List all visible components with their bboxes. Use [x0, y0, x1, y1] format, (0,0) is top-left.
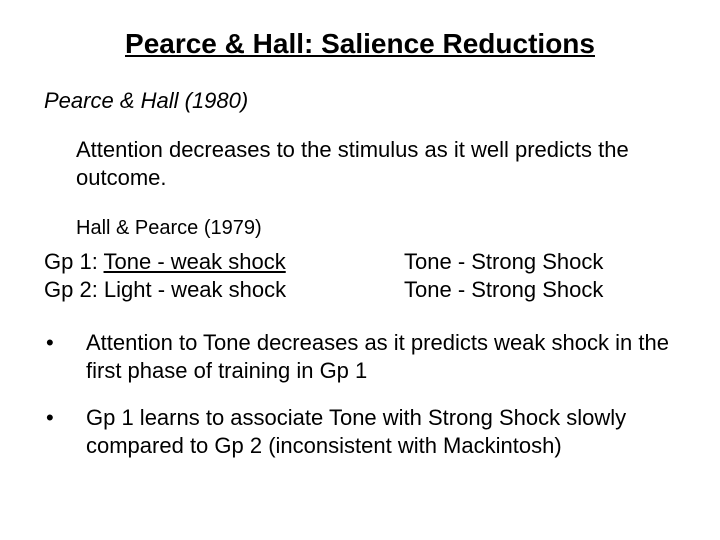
group1-label: Gp 1:: [44, 249, 104, 274]
body-paragraph: Attention decreases to the stimulus as i…: [76, 136, 660, 191]
sub-reference: Hall & Pearce (1979): [76, 217, 680, 240]
table-row: Gp 2: Light - weak shock Tone - Strong S…: [44, 276, 680, 304]
table-row: Gp 1: Tone - weak shock Tone - Strong Sh…: [44, 248, 680, 276]
bullet-icon: •: [46, 404, 54, 432]
group2-left: Gp 2: Light - weak shock: [44, 276, 404, 304]
bullet-icon: •: [46, 329, 54, 357]
group1-condition: Tone - weak shock: [104, 249, 286, 274]
bullet-text-1: Attention to Tone decreases as it predic…: [72, 329, 680, 384]
group2-label: Gp 2:: [44, 277, 104, 302]
group2-right: Tone - Strong Shock: [404, 276, 680, 304]
bullet-text-2: Gp 1 learns to associate Tone with Stron…: [72, 404, 680, 459]
list-item: • Gp 1 learns to associate Tone with Str…: [44, 404, 680, 459]
group2-condition: Light - weak shock: [104, 277, 286, 302]
list-item: • Attention to Tone decreases as it pred…: [44, 329, 680, 384]
group1-right: Tone - Strong Shock: [404, 248, 680, 276]
reference-subtitle: Pearce & Hall (1980): [44, 88, 680, 114]
group1-left: Gp 1: Tone - weak shock: [44, 248, 404, 276]
groups-table: Gp 1: Tone - weak shock Tone - Strong Sh…: [44, 248, 680, 303]
slide-title: Pearce & Hall: Salience Reductions: [40, 28, 680, 60]
bullet-list: • Attention to Tone decreases as it pred…: [44, 329, 680, 459]
